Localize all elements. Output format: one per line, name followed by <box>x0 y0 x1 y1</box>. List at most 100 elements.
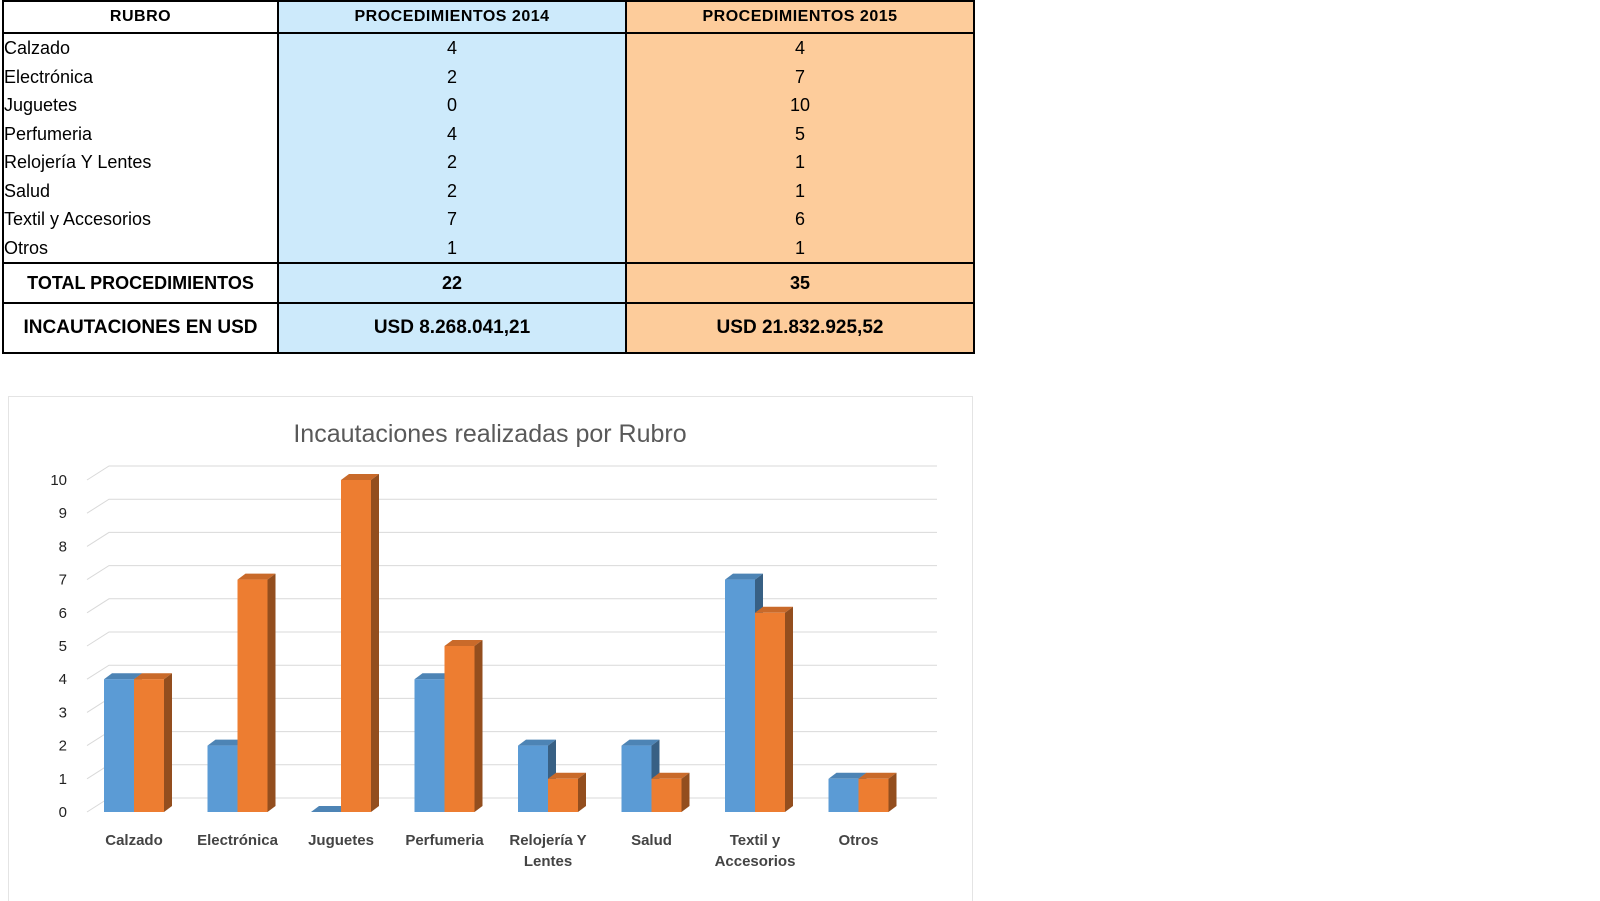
value-2014-cell: 4 <box>278 33 627 63</box>
gridline <box>86 565 937 581</box>
gridline <box>86 631 937 647</box>
table-row: Electrónica 2 7 <box>2 62 975 91</box>
x-tick-label: Textil y Accesorios <box>715 832 796 870</box>
bar-side-face <box>888 772 897 812</box>
chart-panel: Incautaciones realizadas por Rubro 0 1 2 3 4… <box>8 396 973 901</box>
bar-front-face <box>828 778 859 812</box>
x-tick-label-line: Accesorios <box>715 853 796 870</box>
table-row: Relojería Y Lentes 2 1 <box>2 148 975 177</box>
bar-top-face <box>755 606 793 613</box>
value-2015-cell: 10 <box>626 91 975 120</box>
seizures-2014: USD 8.268.041,21 <box>277 302 627 354</box>
table-header-row: RUBRO PROCEDIMIENTOS 2014 PROCEDIMIENTOS… <box>2 0 975 34</box>
bars <box>104 474 897 812</box>
rubro-cell: Electrónica <box>2 62 279 91</box>
bar-side-face <box>164 673 172 812</box>
value-2014-cell: 0 <box>278 91 627 120</box>
value-2015-cell: 6 <box>626 205 975 234</box>
total-label: TOTAL PROCEDIMIENTOS <box>2 262 279 304</box>
bar-top-face <box>237 573 276 580</box>
table-row: Otros 1 1 <box>2 233 975 263</box>
x-tick-label-line: Lentes <box>524 853 572 870</box>
x-tick-label: Salud <box>631 832 672 849</box>
bar-top-face <box>414 673 453 680</box>
y-tick-label: 9 <box>59 505 67 522</box>
y-tick-label: 3 <box>59 704 67 721</box>
bar-side-face <box>578 772 586 812</box>
gridline <box>86 664 937 680</box>
x-tick-label-line: Salud <box>631 832 672 849</box>
seizures-row: INCAUTACIONES EN USD USD 8.268.041,21 US… <box>2 302 975 354</box>
value-2015-cell: 1 <box>626 148 975 177</box>
x-tick-label: Calzado <box>105 832 163 849</box>
header-2015: PROCEDIMIENTOS 2015 <box>625 0 975 34</box>
x-tick-label-line: Electrónica <box>197 832 279 849</box>
bar-top-face <box>444 640 483 646</box>
total-2015: 35 <box>625 262 975 304</box>
bar-front-face <box>414 679 445 812</box>
y-tick-label: 2 <box>59 738 67 755</box>
bar-front-face <box>341 480 371 812</box>
y-tick-label: 6 <box>59 605 67 622</box>
bar-side-face <box>785 606 793 812</box>
bar-top-face <box>621 739 660 746</box>
bar <box>651 772 690 812</box>
bar-front-face <box>444 646 475 812</box>
value-2014-cell: 2 <box>278 148 627 177</box>
bar-front-face <box>104 679 134 812</box>
rubro-cell: Textil y Accesorios <box>2 205 279 234</box>
y-tick-label: 1 <box>59 771 67 788</box>
value-2014-cell: 4 <box>278 119 627 148</box>
bar-front-face <box>725 579 755 812</box>
bar-side-face <box>474 640 483 812</box>
gridline <box>86 697 937 713</box>
value-2015-cell: 1 <box>626 176 975 205</box>
value-2015-cell: 5 <box>626 119 975 148</box>
bar-side-face <box>371 474 379 812</box>
bar-front-face <box>518 745 548 812</box>
gridline <box>86 598 937 614</box>
gridline <box>86 531 937 547</box>
seizures-2015: USD 21.832.925,52 <box>625 302 975 354</box>
x-axis: Calzado Electrónica Juguetes Perfumeria Relo… <box>105 832 878 870</box>
bar-top-face <box>134 673 172 680</box>
bar-top-face <box>651 772 690 779</box>
bar-front-face <box>548 778 578 812</box>
bar <box>341 474 379 812</box>
value-2014-cell: 7 <box>278 205 627 234</box>
y-tick-label: 7 <box>59 572 67 589</box>
bar-top-face <box>207 739 246 746</box>
total-2014: 22 <box>277 262 627 304</box>
bar <box>548 772 586 812</box>
bar <box>311 806 349 812</box>
x-tick-label: Perfumeria <box>405 832 484 849</box>
y-tick-label: 8 <box>59 538 67 555</box>
x-tick-label-line: Calzado <box>105 832 163 849</box>
header-rubro: RUBRO <box>2 0 279 34</box>
bar <box>237 573 276 812</box>
bar-chart: Incautaciones realizadas por Rubro 0 1 2 3 4… <box>50 420 937 870</box>
rubro-cell: Calzado <box>2 33 279 63</box>
y-tick-label: 10 <box>50 472 67 489</box>
bar-side-face <box>681 772 690 812</box>
x-tick-label: Juguetes <box>308 832 374 849</box>
bar-top-face <box>725 573 763 580</box>
bar <box>444 640 483 812</box>
y-axis: 0 1 2 3 4 5 6 7 8 9 10 <box>50 472 67 821</box>
bar-top-face <box>858 772 897 779</box>
rubro-cell: Perfumeria <box>2 119 279 148</box>
bar-front-face <box>134 679 164 812</box>
value-2014-cell: 2 <box>278 176 627 205</box>
x-tick-label-line: Perfumeria <box>405 832 484 849</box>
x-tick-label: Otros <box>838 832 878 849</box>
x-tick-label: Electrónica <box>197 832 279 849</box>
bar-top-face <box>548 772 586 779</box>
value-2014-cell: 2 <box>278 62 627 91</box>
bar-top-face <box>104 673 142 680</box>
procedures-table: RUBRO PROCEDIMIENTOS 2014 PROCEDIMIENTOS… <box>2 0 975 354</box>
bar-front-face <box>755 612 785 812</box>
gridline <box>86 498 937 514</box>
table-row: Perfumeria 4 5 <box>2 119 975 148</box>
bar-front-face <box>858 778 889 812</box>
bar-side-face <box>267 573 276 812</box>
